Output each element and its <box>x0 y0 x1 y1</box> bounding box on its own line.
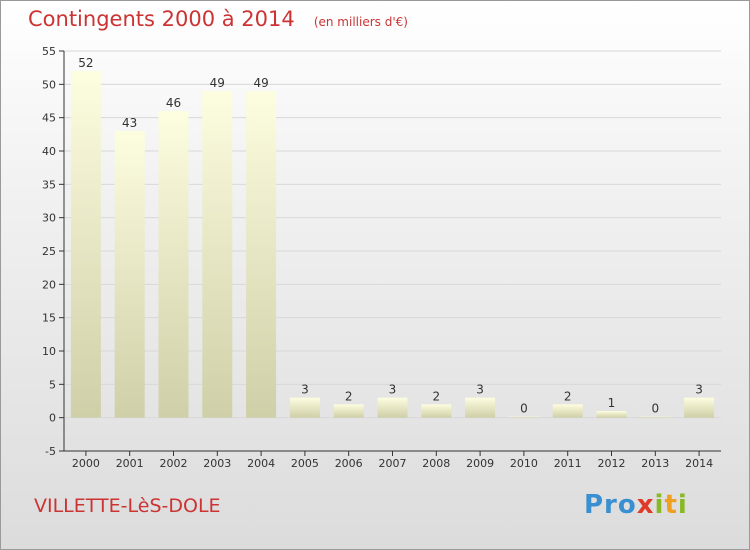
bar <box>246 91 277 418</box>
bar <box>158 111 189 418</box>
x-tick-label: 2006 <box>335 457 363 470</box>
bar <box>596 411 627 418</box>
data-label: 1 <box>608 396 616 410</box>
x-tick-label: 2011 <box>554 457 582 470</box>
x-tick-label: 2002 <box>160 457 188 470</box>
y-tick-label: 35 <box>42 178 56 191</box>
data-label: 49 <box>253 76 268 90</box>
bar <box>333 404 364 418</box>
x-tick-label: 2003 <box>203 457 231 470</box>
x-tick-label: 2009 <box>466 457 494 470</box>
chart-title-block: Contingents 2000 à 2014 (en milliers d'€… <box>28 7 408 31</box>
x-tick-label: 2001 <box>116 457 144 470</box>
y-tick-label: 55 <box>42 45 56 58</box>
data-label: 52 <box>78 56 93 70</box>
bar <box>377 397 408 418</box>
bar <box>508 416 539 418</box>
y-tick-label: 10 <box>42 345 56 358</box>
data-label: 3 <box>301 383 309 397</box>
y-tick-label: 40 <box>42 145 56 158</box>
y-tick-label: 45 <box>42 112 56 125</box>
x-tick-label: 2000 <box>72 457 100 470</box>
x-tick-label: 2014 <box>685 457 713 470</box>
bar <box>684 397 715 418</box>
x-tick-label: 2012 <box>598 457 626 470</box>
bar <box>114 131 145 418</box>
data-label: 43 <box>122 116 137 130</box>
proxiti-logo: Proxiti <box>584 490 688 520</box>
y-tick-label: 25 <box>42 245 56 258</box>
bar <box>202 91 233 418</box>
x-tick-label: 2010 <box>510 457 538 470</box>
data-label: 2 <box>345 389 353 403</box>
data-label: 0 <box>651 402 659 416</box>
bar <box>640 416 671 418</box>
y-tick-label: -5 <box>45 445 56 458</box>
bar <box>70 71 101 418</box>
chart-unit: (en milliers d'€) <box>313 15 408 29</box>
y-tick-label: 5 <box>49 378 56 391</box>
bar <box>421 404 452 418</box>
y-tick-label: 15 <box>42 312 56 325</box>
data-label: 3 <box>389 383 397 397</box>
data-label: 3 <box>476 383 484 397</box>
y-tick-label: 20 <box>42 278 56 291</box>
x-tick-label: 2005 <box>291 457 319 470</box>
bar <box>289 397 320 418</box>
data-label: 49 <box>210 76 225 90</box>
data-label: 0 <box>520 402 528 416</box>
y-tick-label: 50 <box>42 78 56 91</box>
x-tick-label: 2008 <box>422 457 450 470</box>
x-tick-label: 2004 <box>247 457 275 470</box>
commune-name: VILLETTE-LèS-DOLE <box>34 495 221 517</box>
data-label: 3 <box>695 383 703 397</box>
y-tick-label: 30 <box>42 212 56 225</box>
x-tick-label: 2013 <box>641 457 669 470</box>
x-tick-label: 2007 <box>379 457 407 470</box>
data-label: 2 <box>564 389 572 403</box>
data-label: 2 <box>432 389 440 403</box>
chart-title: Contingents 2000 à 2014 <box>28 7 295 31</box>
y-tick-label: 0 <box>49 412 56 425</box>
bar <box>465 397 496 418</box>
data-label: 46 <box>166 96 181 110</box>
bar <box>552 404 583 418</box>
